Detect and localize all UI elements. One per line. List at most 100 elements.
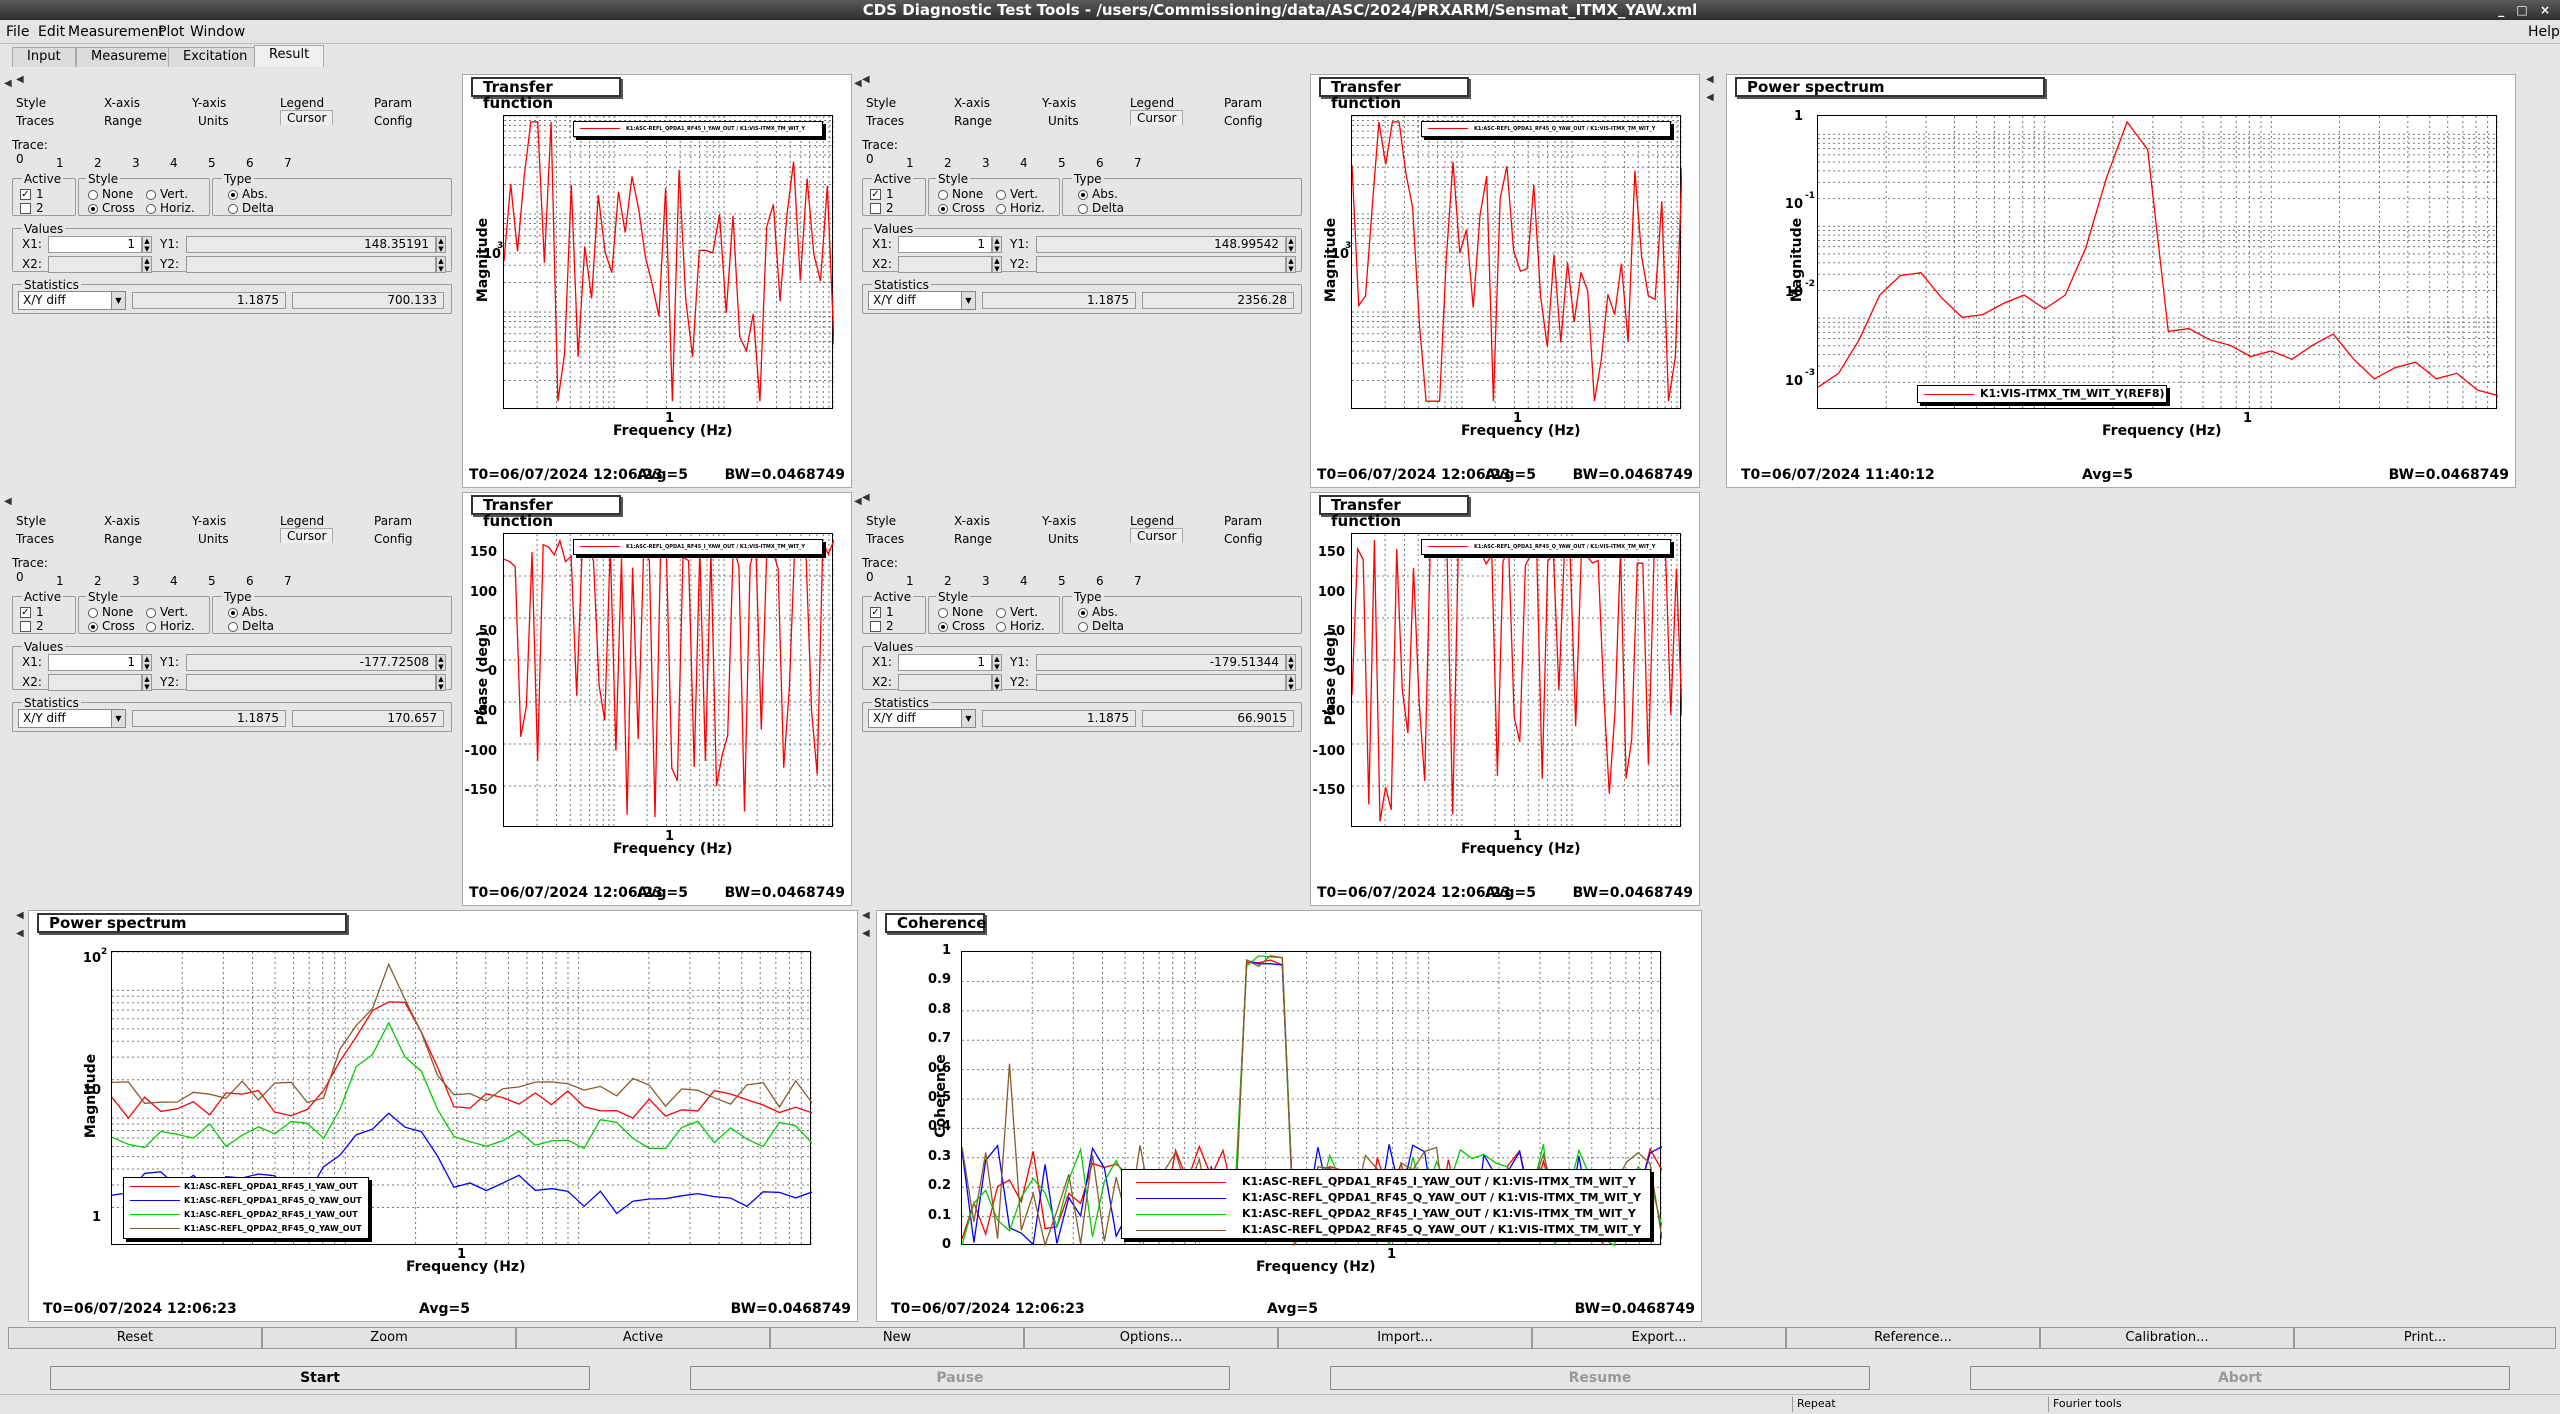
- type-delta-radio[interactable]: [228, 622, 238, 632]
- panel-arrow-icon[interactable]: ◀: [862, 928, 870, 939]
- trace-tab-6[interactable]: 6: [246, 574, 254, 588]
- tab-measurement[interactable]: Measurement: [76, 47, 196, 67]
- x1-input[interactable]: 1: [48, 236, 142, 253]
- style-none-radio[interactable]: [938, 608, 948, 618]
- trace-tab-0[interactable]: 0: [16, 152, 24, 166]
- tab-param[interactable]: Param: [1224, 96, 1263, 110]
- tab-range[interactable]: Range: [104, 114, 143, 128]
- y2-spinner[interactable]: ▲ ▼: [436, 256, 446, 273]
- tab-style[interactable]: Style: [16, 96, 47, 110]
- tab-config[interactable]: Config: [1224, 532, 1263, 546]
- type-delta-radio[interactable]: [228, 204, 238, 214]
- x1-spinner[interactable]: ▲ ▼: [142, 654, 152, 671]
- new-button[interactable]: New: [770, 1327, 1024, 1349]
- trace-tab-4[interactable]: 4: [170, 156, 178, 170]
- trace-tab-4[interactable]: 4: [1020, 574, 1028, 588]
- tab-param[interactable]: Param: [374, 514, 413, 528]
- tab-units[interactable]: Units: [1048, 532, 1079, 546]
- tab-xaxis[interactable]: X-axis: [104, 96, 140, 110]
- tab-units[interactable]: Units: [198, 532, 229, 546]
- tab-config[interactable]: Config: [374, 532, 413, 546]
- y2-spinner[interactable]: ▲ ▼: [436, 674, 446, 691]
- active-2-checkbox[interactable]: [870, 621, 881, 632]
- tab-xaxis[interactable]: X-axis: [954, 96, 990, 110]
- x1-input[interactable]: 1: [898, 236, 992, 253]
- collapse-arrow-icon[interactable]: ◀: [854, 496, 862, 507]
- x2-input[interactable]: [898, 674, 992, 691]
- x1-spinner[interactable]: ▲ ▼: [142, 236, 152, 253]
- plot-area[interactable]: [1351, 115, 1682, 410]
- panel-arrow-icon[interactable]: ◀: [16, 928, 24, 939]
- menu-plot[interactable]: Plot: [158, 24, 185, 40]
- abort-button[interactable]: Abort: [1970, 1366, 2510, 1390]
- panel-arrow-icon[interactable]: ◀: [862, 492, 870, 503]
- trace-tab-5[interactable]: 5: [1058, 574, 1066, 588]
- export-button[interactable]: Export...: [1532, 1327, 1786, 1349]
- statistics-select[interactable]: X/Y diff ▼: [18, 291, 126, 310]
- tab-style[interactable]: Style: [866, 514, 897, 528]
- type-delta-radio[interactable]: [1078, 622, 1088, 632]
- print-button[interactable]: Print...: [2294, 1327, 2556, 1349]
- trace-tab-6[interactable]: 6: [1096, 574, 1104, 588]
- plot-area[interactable]: [1351, 533, 1682, 828]
- tab-legend[interactable]: Legend: [280, 96, 325, 110]
- trace-tab-3[interactable]: 3: [132, 574, 140, 588]
- trace-tab-7[interactable]: 7: [1134, 574, 1142, 588]
- collapse-arrow-icon[interactable]: ◀: [854, 78, 862, 89]
- tab-yaxis[interactable]: Y-axis: [192, 96, 227, 110]
- trace-tab-6[interactable]: 6: [246, 156, 254, 170]
- calibration-button[interactable]: Calibration...: [2040, 1327, 2294, 1349]
- x1-input[interactable]: 1: [48, 654, 142, 671]
- tab-traces[interactable]: Traces: [16, 532, 55, 546]
- zoom-button[interactable]: Zoom: [262, 1327, 516, 1349]
- tab-config[interactable]: Config: [1224, 114, 1263, 128]
- tab-range[interactable]: Range: [104, 532, 143, 546]
- trace-tab-7[interactable]: 7: [284, 156, 292, 170]
- panel-arrow-icon[interactable]: ◀: [862, 74, 870, 85]
- plot-area[interactable]: [503, 115, 834, 410]
- active-2-checkbox[interactable]: [20, 203, 31, 214]
- menu-edit[interactable]: Edit: [38, 24, 66, 40]
- tab-result[interactable]: Result: [254, 45, 325, 67]
- tab-traces[interactable]: Traces: [16, 114, 55, 128]
- trace-tab-0[interactable]: 0: [16, 570, 24, 584]
- style-cross-radio[interactable]: [938, 622, 948, 632]
- window-controls[interactable]: _ □ ×: [2498, 3, 2554, 17]
- reset-button[interactable]: Reset: [8, 1327, 262, 1349]
- trace-tab-3[interactable]: 3: [982, 574, 990, 588]
- tab-param[interactable]: Param: [1224, 514, 1263, 528]
- tab-config[interactable]: Config: [374, 114, 413, 128]
- trace-tab-2[interactable]: 2: [944, 156, 952, 170]
- tab-yaxis[interactable]: Y-axis: [1042, 96, 1077, 110]
- tab-yaxis[interactable]: Y-axis: [192, 514, 227, 528]
- trace-tab-4[interactable]: 4: [170, 574, 178, 588]
- style-cross-radio[interactable]: [88, 204, 98, 214]
- trace-tab-2[interactable]: 2: [944, 574, 952, 588]
- type-abs-radio[interactable]: [228, 608, 238, 618]
- trace-tab-1[interactable]: 1: [906, 156, 914, 170]
- style-none-radio[interactable]: [88, 608, 98, 618]
- import-button[interactable]: Import...: [1278, 1327, 1532, 1349]
- trace-tab-5[interactable]: 5: [208, 156, 216, 170]
- panel-arrow-icon[interactable]: ◀: [1706, 92, 1714, 103]
- trace-tab-2[interactable]: 2: [94, 156, 102, 170]
- menu-measurement[interactable]: Measurement: [68, 24, 165, 40]
- tab-units[interactable]: Units: [198, 114, 229, 128]
- x2-input[interactable]: [48, 674, 142, 691]
- trace-tab-5[interactable]: 5: [208, 574, 216, 588]
- style-horiz-radio[interactable]: [146, 622, 156, 632]
- x2-input[interactable]: [48, 256, 142, 273]
- y2-spinner[interactable]: ▲ ▼: [1286, 674, 1296, 691]
- type-abs-radio[interactable]: [228, 190, 238, 200]
- active-2-checkbox[interactable]: [20, 621, 31, 632]
- style-horiz-radio[interactable]: [996, 204, 1006, 214]
- menu-help[interactable]: Help: [2528, 24, 2560, 40]
- y2-spinner[interactable]: ▲ ▼: [1286, 256, 1296, 273]
- tab-legend[interactable]: Legend: [1130, 514, 1175, 528]
- menu-window[interactable]: Window: [190, 24, 246, 40]
- active-1-checkbox[interactable]: ✓: [20, 607, 31, 618]
- start-button[interactable]: Start: [50, 1366, 590, 1390]
- tab-cursor[interactable]: Cursor: [1130, 110, 1184, 125]
- style-vert-radio[interactable]: [996, 190, 1006, 200]
- tab-style[interactable]: Style: [866, 96, 897, 110]
